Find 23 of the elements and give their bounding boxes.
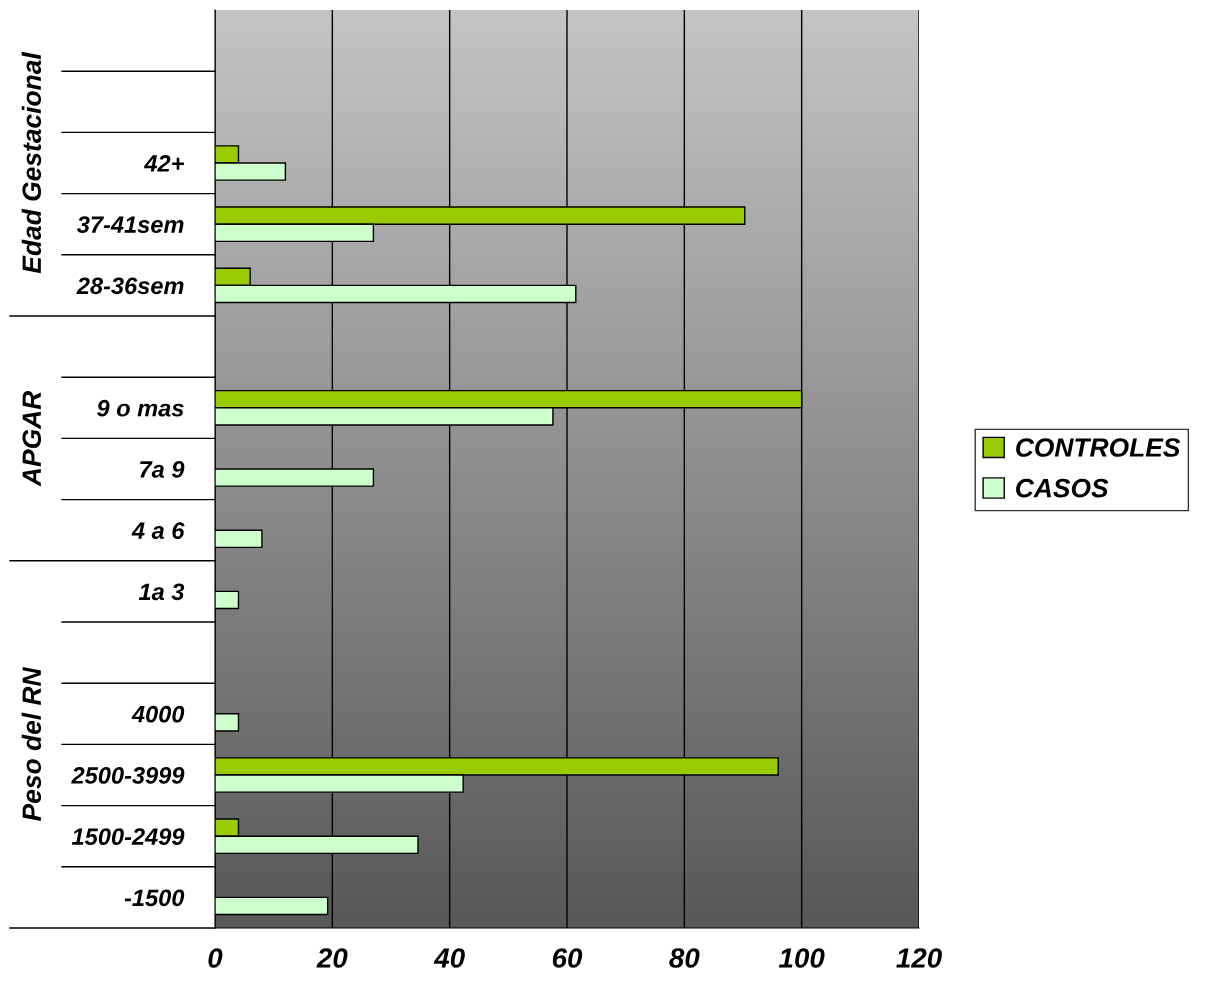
y-tick-label: 1500-2499 xyxy=(71,828,185,845)
y-tick-label: 7a 9 xyxy=(140,461,185,478)
y-tick-label: 1a 3 xyxy=(138,583,185,601)
x-tick-label: 80 xyxy=(669,948,700,968)
y-tick-label: 2500-3999 xyxy=(71,767,185,784)
x-tick-label: 100 xyxy=(778,948,825,968)
y-tick-label: 9 o mas xyxy=(97,399,184,417)
y-tick-label: 37-41sem xyxy=(76,216,184,233)
legend-label: CONTROLES xyxy=(1016,438,1181,457)
x-tick-label: 20 xyxy=(316,948,348,968)
y-tick-label: 4000 xyxy=(131,705,185,723)
y-tick-label: 28-36sem xyxy=(76,277,184,295)
text: Edad Gestacional xyxy=(21,51,42,274)
legend-label: CASOS xyxy=(1016,478,1109,498)
x-tick-label: 40 xyxy=(433,948,465,968)
y-tick-label: 4 a 6 xyxy=(131,522,185,539)
x-tick-label: 60 xyxy=(552,948,583,968)
text: Peso del RN xyxy=(21,666,42,821)
y-tick-label: -1500 xyxy=(124,889,185,907)
x-tick-label: 0 xyxy=(208,948,223,968)
y-tick-label: 42+ xyxy=(144,155,184,172)
x-tick-label: 120 xyxy=(896,948,942,968)
text: APGAR xyxy=(22,390,42,487)
